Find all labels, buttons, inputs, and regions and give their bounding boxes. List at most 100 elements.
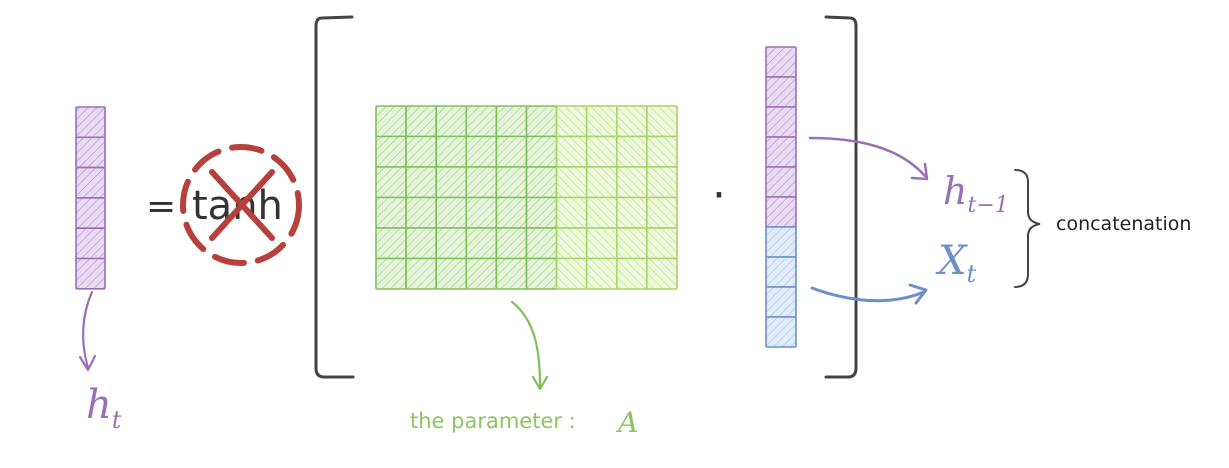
ht-cell xyxy=(75,136,106,169)
matrix-cell xyxy=(495,105,528,138)
matrix-cell xyxy=(585,227,618,260)
matrix-cell xyxy=(495,166,528,199)
matrix-cell xyxy=(615,135,648,168)
matrix-cell xyxy=(585,196,618,229)
matrix-cell xyxy=(646,135,678,168)
matrix-cell xyxy=(405,166,438,199)
matrix-cell xyxy=(375,227,407,260)
matrix-cell xyxy=(525,135,558,168)
matrix-cell xyxy=(465,196,498,229)
matrix-cell xyxy=(435,105,468,138)
matrix-cell xyxy=(525,227,558,260)
matrix-cell xyxy=(375,196,407,229)
xt-cell xyxy=(765,256,797,288)
hprev-cell xyxy=(765,46,797,78)
hprev-cell xyxy=(765,76,797,108)
matrix-cell xyxy=(465,257,498,290)
hprev-cell xyxy=(765,136,797,168)
ht-arrow xyxy=(81,290,94,370)
matrix-cell xyxy=(495,196,528,229)
matrix-cell xyxy=(525,166,558,199)
matrix-arrow xyxy=(510,300,542,388)
matrix-cell xyxy=(555,257,588,290)
matrix-cell xyxy=(585,166,618,199)
matrix-cell xyxy=(405,257,438,290)
xt-cell xyxy=(765,286,797,318)
matrix-cell xyxy=(646,105,678,138)
ht-arrow-head xyxy=(78,354,97,372)
ht-cell xyxy=(75,106,106,139)
matrix-cell xyxy=(435,257,468,290)
matrix-cell xyxy=(375,166,407,199)
matrix-cell xyxy=(615,196,648,229)
matrix-cell xyxy=(495,257,528,290)
dot-operator: · xyxy=(712,170,726,221)
parameter-symbol: A xyxy=(615,406,638,439)
matrix-cell xyxy=(525,105,558,138)
matrix-cell xyxy=(375,135,407,168)
hprev-cell xyxy=(765,166,797,198)
equals-sign: = xyxy=(146,186,176,227)
xt-cell xyxy=(765,226,797,258)
right-bracket xyxy=(824,15,858,379)
matrix-cell xyxy=(646,166,678,199)
matrix-cell xyxy=(435,166,468,199)
matrix-cell xyxy=(465,135,498,168)
matrix-cell xyxy=(555,166,588,199)
matrix-cell xyxy=(615,105,648,138)
matrix-cell xyxy=(615,166,648,199)
ht-cell xyxy=(75,257,106,290)
matrix-cell xyxy=(375,257,407,290)
xt-arrow-head xyxy=(908,283,928,305)
cross-out-icon xyxy=(180,144,302,266)
matrix-cell xyxy=(525,196,558,229)
parameter-text: the parameter : xyxy=(410,409,576,433)
concat-vector xyxy=(765,46,797,348)
matrix-cell xyxy=(435,135,468,168)
matrix-cell xyxy=(405,227,438,260)
matrix-cell xyxy=(465,166,498,199)
hprev-cell xyxy=(765,106,797,138)
matrix-cell xyxy=(585,257,618,290)
ht-label: ht xyxy=(86,382,122,434)
left-bracket xyxy=(314,15,355,379)
matrix-cell xyxy=(646,227,678,260)
matrix-cell xyxy=(555,196,588,229)
ht-vector xyxy=(75,106,106,290)
concat-brace xyxy=(1014,169,1041,288)
hprev-cell xyxy=(765,196,797,228)
matrix-cell xyxy=(495,135,528,168)
matrix-cell xyxy=(585,135,618,168)
matrix-cell xyxy=(435,227,468,260)
hprev-arrow-head xyxy=(910,162,929,181)
hprev-arrow xyxy=(808,136,927,178)
matrix-cell xyxy=(525,257,558,290)
hprev-label: ht−1 xyxy=(943,169,1009,218)
matrix-cell xyxy=(495,227,528,260)
ht-cell xyxy=(75,197,106,229)
matrix-cell xyxy=(615,257,648,290)
matrix-cell xyxy=(435,196,468,229)
xt-label: Xt xyxy=(935,238,976,288)
concatenation-label: concatenation xyxy=(1056,213,1191,235)
matrix-cell xyxy=(646,196,678,229)
matrix-cell xyxy=(555,105,588,138)
matrix-cell xyxy=(405,135,438,168)
ht-cell xyxy=(75,227,106,260)
matrix-cell xyxy=(615,227,648,260)
ht-cell xyxy=(75,166,106,199)
matrix-cell xyxy=(375,105,407,138)
matrix-cell xyxy=(465,105,498,138)
xt-cell xyxy=(765,316,797,348)
parameter-matrix xyxy=(375,105,678,290)
matrix-cell xyxy=(405,105,438,138)
matrix-cell xyxy=(585,105,618,138)
matrix-cell xyxy=(646,257,678,290)
matrix-cell xyxy=(465,227,498,260)
matrix-arrow-head xyxy=(531,375,549,391)
matrix-cell xyxy=(405,196,438,229)
matrix-cell xyxy=(555,227,588,260)
xt-arrow xyxy=(810,286,926,303)
matrix-cell xyxy=(555,135,588,168)
